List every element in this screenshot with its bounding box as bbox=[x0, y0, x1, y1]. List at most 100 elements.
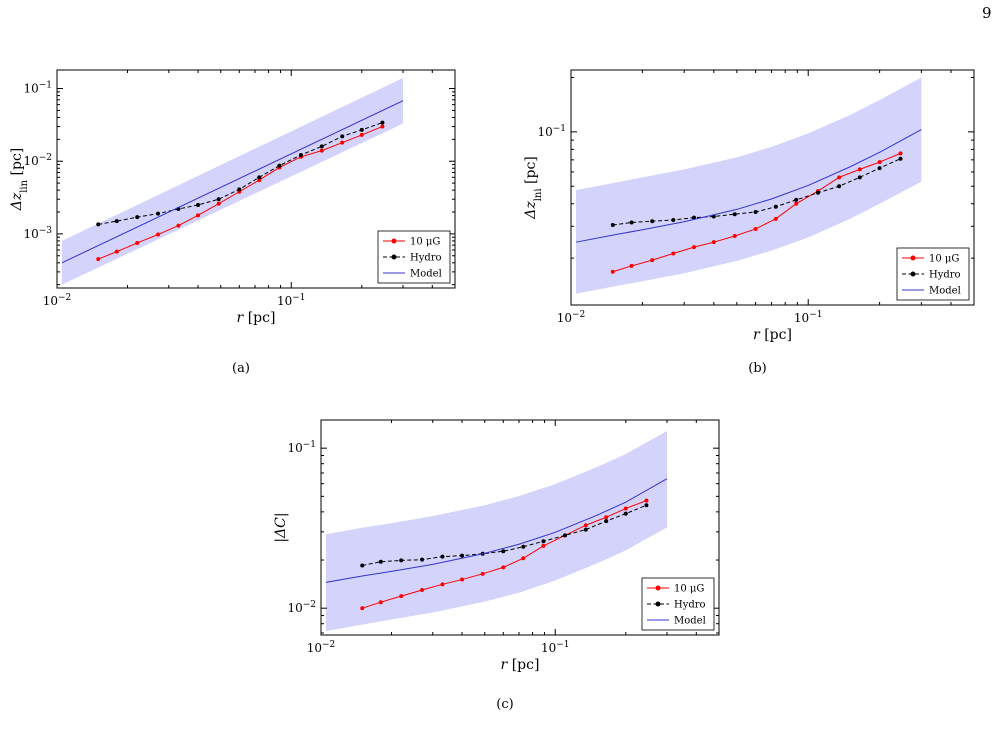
chart-a-legend-marker-0 bbox=[391, 238, 397, 244]
chart-c-series-1-point-8 bbox=[521, 544, 526, 549]
chart-c-axes bbox=[320, 420, 720, 635]
chart-b-series-0-point-1 bbox=[629, 263, 634, 268]
chart-c-series-1-line bbox=[362, 504, 647, 566]
chart-c-model-band bbox=[325, 431, 668, 632]
chart-b-series-0-point-13 bbox=[877, 160, 882, 165]
chart-b-series-0-point-14 bbox=[898, 151, 903, 156]
chart-c-ylabel: |ΔC| bbox=[273, 512, 289, 542]
chart-c-series-2-line bbox=[325, 478, 668, 583]
chart-a-series-0-point-2 bbox=[135, 240, 140, 245]
chart-b-series-1-point-8 bbox=[773, 204, 778, 209]
chart-b-series-0-point-6 bbox=[732, 234, 737, 239]
chart-c-legend: 10 μG Hydro Model bbox=[641, 577, 715, 631]
chart-b-ytick-label-0: 10−1 bbox=[537, 124, 566, 139]
chart-a-series-1-point-5 bbox=[196, 202, 201, 207]
chart-b-series-1-point-0 bbox=[610, 222, 615, 227]
chart-b-xtick-label-1: 10−1 bbox=[794, 310, 823, 325]
chart-b-series-0-point-4 bbox=[691, 245, 696, 250]
chart-b-legend-label-1: Hydro bbox=[929, 270, 961, 281]
chart-b-series-0-point-12 bbox=[857, 167, 862, 172]
chart-a-legend-label-1: Hydro bbox=[410, 253, 442, 264]
chart-c-series-1-point-0 bbox=[360, 563, 365, 568]
chart-a-series-1-point-2 bbox=[135, 215, 140, 220]
chart-b-series-0-point-8 bbox=[773, 216, 778, 221]
chart-a-series-1-point-13 bbox=[359, 127, 364, 132]
chart-a-legend-marker-1 bbox=[391, 254, 397, 260]
chart-a-legend: 10 μG Hydro Model bbox=[377, 230, 451, 284]
chart-c-series-0-point-7 bbox=[501, 565, 506, 570]
chart-b-plot-area bbox=[575, 77, 922, 294]
chart-b-series-1-point-1 bbox=[629, 220, 634, 225]
chart-a-series-1-point-3 bbox=[156, 211, 161, 216]
chart-c-series-0-point-9 bbox=[541, 543, 546, 548]
chart-b-series-1-point-13 bbox=[877, 166, 882, 171]
chart-c-xtick-label-1: 10−1 bbox=[541, 640, 570, 655]
chart-b-series-1-point-6 bbox=[732, 212, 737, 217]
chart-b-series-2-line bbox=[575, 129, 922, 243]
chart-b-legend: 10 μG Hydro Model bbox=[896, 247, 970, 301]
chart-c-series-1-point-1 bbox=[378, 559, 383, 564]
chart-c-series-0-point-1 bbox=[378, 600, 383, 605]
chart-c-ytick-label-0: 10−2 bbox=[287, 600, 316, 615]
chart-c-series-1-point-3 bbox=[420, 557, 425, 562]
chart-b-xtick-label-0: 10−2 bbox=[557, 310, 586, 325]
chart-a-series-0-point-13 bbox=[359, 132, 364, 137]
chart-a-ytick-label-2: 10−1 bbox=[23, 81, 52, 96]
chart-a-series-1-point-9 bbox=[277, 163, 282, 168]
chart-b-series-0-point-7 bbox=[753, 226, 758, 231]
panel-a: 10−2 10−1 10−3 10−2 10−1 r [pc] Δzlin [pc] 10 μ… bbox=[0, 40, 500, 385]
chart-a-ylabel: Δzlin [pc] bbox=[9, 148, 30, 212]
chart-c-series-0-point-2 bbox=[399, 594, 404, 599]
chart-c-series-1-point-13 bbox=[623, 511, 628, 516]
chart-b-series-0-point-9 bbox=[794, 201, 799, 206]
chart-c-legend-marker-1 bbox=[655, 601, 661, 607]
chart-b-model-band bbox=[576, 77, 922, 294]
chart-c-legend-label-2: Model bbox=[674, 616, 706, 627]
chart-c-xlabel: r [pc] bbox=[501, 657, 540, 673]
chart-a-series-2-line bbox=[61, 100, 404, 264]
chart-c-series-0-point-11 bbox=[583, 523, 588, 528]
chart-b: 10−2 10−110−1r [pc]Δzlni [pc]10 μGHydroMo… bbox=[523, 69, 975, 376]
chart-a-series-1-point-8 bbox=[257, 175, 262, 180]
chart-a-series-0-point-0 bbox=[96, 257, 101, 262]
chart-a-series-0-point-4 bbox=[176, 223, 181, 228]
chart-a-series-1-point-0 bbox=[96, 222, 101, 227]
chart-a-series-0-point-8 bbox=[257, 178, 262, 183]
chart-a-series-0-point-3 bbox=[156, 232, 161, 237]
chart-b-series-0-point-2 bbox=[650, 258, 655, 263]
chart-b-series-0-point-11 bbox=[837, 175, 842, 180]
chart-a-xtick-label-0: 10−2 bbox=[43, 293, 72, 308]
panel-b: 10−2 10−1 10−1 r [pc] Δzlni [pc] 10 μG Hydro Mo… bbox=[500, 40, 1000, 385]
chart-b-series-1-point-11 bbox=[837, 184, 842, 189]
chart-b-series-1-point-12 bbox=[857, 175, 862, 180]
chart-a: 10−2 10−110−310−210−1r [pc]Δzlin [pc]10 μ… bbox=[9, 69, 456, 376]
chart-c-series-1-point-11 bbox=[583, 527, 588, 532]
chart-b-series-1-point-10 bbox=[816, 190, 821, 195]
chart-b-legend-marker-0 bbox=[910, 255, 916, 261]
chart-c-series-0-point-4 bbox=[440, 582, 445, 587]
chart-a-series-1-point-7 bbox=[237, 187, 242, 192]
chart-b-series-1-point-9 bbox=[794, 197, 799, 202]
chart-b-legend-label-2: Model bbox=[929, 286, 961, 297]
chart-a-series-1-point-6 bbox=[216, 197, 221, 202]
chart-a-ytick-label-0: 10−3 bbox=[23, 226, 52, 241]
chart-a-xlabel: r [pc] bbox=[237, 310, 276, 326]
chart-b-xlabel: r [pc] bbox=[753, 327, 792, 343]
chart-b-ylabel: Δzlni [pc] bbox=[523, 156, 544, 220]
chart-c-series-1-point-2 bbox=[399, 558, 404, 563]
chart-c-legend-label-1: Hydro bbox=[674, 600, 706, 611]
chart-b-frame bbox=[570, 69, 975, 306]
chart-a-legend-label-2: Model bbox=[410, 269, 442, 280]
chart-a-series-1-point-14 bbox=[380, 120, 385, 125]
chart-a-series-0-point-11 bbox=[319, 148, 324, 153]
chart-a-series-0-point-14 bbox=[380, 124, 385, 129]
chart-c: 10−2 10−110−210−1r [pc]|ΔC|10 μGHydroMode… bbox=[273, 419, 720, 712]
chart-a-frame bbox=[56, 69, 456, 289]
chart-c-series-0-point-6 bbox=[480, 571, 485, 576]
chart-c-legend-marker-0 bbox=[655, 585, 661, 591]
chart-c-ytick-label-1: 10−1 bbox=[287, 440, 316, 455]
chart-c-series-1-point-12 bbox=[604, 519, 609, 524]
chart-c-plot-area bbox=[325, 431, 668, 632]
chart-b-series-1-point-3 bbox=[671, 218, 676, 223]
chart-b-series-0-point-3 bbox=[671, 251, 676, 256]
